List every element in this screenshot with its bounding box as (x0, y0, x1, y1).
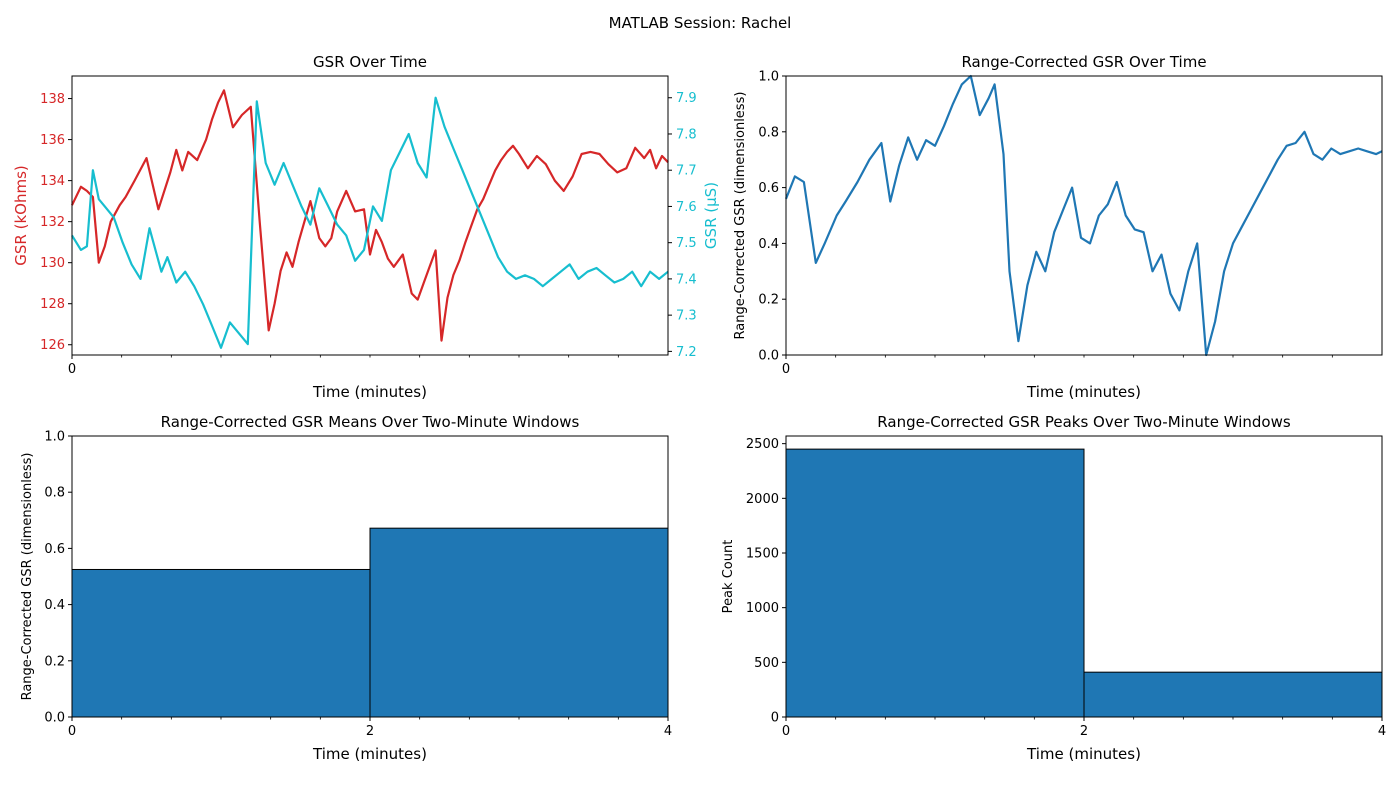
y-tick-label: 134 (40, 174, 65, 189)
y-right-tick-label: 7.9 (676, 91, 697, 106)
y-axis-label: GSR (kOhms) (12, 165, 30, 265)
y-tick-label: 128 (40, 297, 65, 312)
x-tick-label: 2 (1080, 724, 1088, 739)
axes-frame (71, 435, 669, 718)
x-axis-label: Time (minutes) (312, 745, 427, 763)
y-tick-label: 1.0 (44, 430, 65, 445)
y-tick-label: 0.8 (758, 125, 779, 140)
y-tick-label: 1.0 (758, 70, 779, 85)
axes-title: Range-Corrected GSR Over Time (961, 53, 1206, 71)
y-tick-label: 500 (754, 656, 779, 671)
y-tick-label: 126 (40, 338, 65, 353)
bar (71, 568, 371, 718)
x-tick-label: 4 (1378, 724, 1386, 739)
y-tick-label: 0.6 (758, 181, 779, 196)
x-tick-label: 2 (366, 724, 374, 739)
y-right-tick-label: 7.6 (676, 200, 697, 215)
y-tick-label: 0.0 (758, 349, 779, 364)
y-tick-label: 0.4 (758, 237, 779, 252)
y-tick-label: 132 (40, 215, 65, 230)
x-axis-label: Time (minutes) (1026, 745, 1141, 763)
gsr-kohms-line (71, 89, 669, 342)
y-right-tick-label: 7.8 (676, 127, 697, 142)
y-tick-label: 0.8 (44, 486, 65, 501)
y-tick-label: 138 (40, 92, 65, 107)
y-tick-label: 1000 (746, 601, 779, 616)
gsr-over-time-panel: GSR Over Time Time (minutes) 126 128 130 132 1… (12, 53, 720, 401)
x-tick-label: 0 (782, 362, 790, 377)
x-tick-label: 4 (664, 724, 672, 739)
axes-title: Range-Corrected GSR Means Over Two-Minut… (161, 413, 580, 431)
y-axis-label: Range-Corrected GSR (dimensionless) (733, 92, 748, 340)
range-corrected-gsr-panel: Range-Corrected GSR Over Time Time (minut… (733, 53, 1383, 401)
y-right-tick-label: 7.2 (676, 345, 697, 360)
y-tick-label: 130 (40, 256, 65, 271)
gsr-us-line (71, 96, 669, 349)
y-tick-label: 0.0 (44, 711, 65, 726)
bar (1083, 671, 1383, 718)
axes-title: Range-Corrected GSR Peaks Over Two-Minut… (877, 413, 1291, 431)
figure-suptitle: MATLAB Session: Rachel (609, 14, 792, 32)
y-tick-label: 0 (771, 711, 779, 726)
y-tick-label: 1500 (746, 546, 779, 561)
y-tick-label: 0.4 (44, 598, 65, 613)
y-tick-label: 2000 (746, 492, 779, 507)
x-axis-label: Time (minutes) (312, 383, 427, 401)
y-tick-label: 0.2 (44, 654, 65, 669)
axes-frame (71, 75, 669, 356)
y-right-tick-label: 7.7 (676, 164, 697, 179)
y-tick-label: 0.6 (44, 542, 65, 557)
y-tick-label: 0.2 (758, 293, 779, 308)
gsr-line (784, 74, 1383, 357)
y-axis-label: Peak Count (721, 540, 736, 614)
axes-frame (785, 75, 1383, 356)
x-axis-label: Time (minutes) (1026, 383, 1141, 401)
y-right-tick-label: 7.3 (676, 309, 697, 324)
y-axis-label: Range-Corrected GSR (dimensionless) (20, 453, 35, 701)
y-tick-label: 2500 (746, 437, 779, 452)
axes-title: GSR Over Time (313, 53, 427, 71)
y-right-tick-label: 7.4 (676, 272, 697, 287)
bar (785, 448, 1085, 718)
gsr-means-panel: Range-Corrected GSR Means Over Two-Minut… (20, 413, 672, 763)
x-tick-label: 0 (68, 724, 76, 739)
y-right-tick-label: 7.5 (676, 236, 697, 251)
y-tick-label: 136 (40, 133, 65, 148)
axes-frame (785, 435, 1383, 718)
gsr-peaks-panel: Range-Corrected GSR Peaks Over Two-Minut… (721, 413, 1386, 763)
bar (369, 527, 669, 718)
x-tick-label: 0 (782, 724, 790, 739)
x-tick-label: 0 (68, 362, 76, 377)
y-right-axis-label: GSR (μS) (702, 182, 720, 249)
